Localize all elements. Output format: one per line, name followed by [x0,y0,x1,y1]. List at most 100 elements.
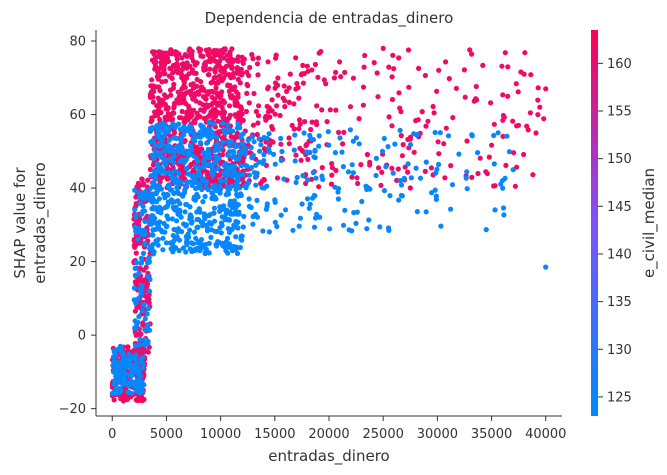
scatter-point [463,175,469,181]
x-axis-label: entradas_dinero [268,447,389,466]
scatter-point [231,149,237,155]
scatter-point [217,94,223,101]
scatter-point [174,234,180,240]
scatter-point [181,98,187,105]
scatter-point [327,226,333,232]
scatter-point [164,148,170,154]
scatter-point [135,370,141,376]
scatter-point [184,237,190,243]
scatter-point [309,119,315,125]
scatter-point [214,154,220,161]
scatter-point [157,204,163,210]
scatter-point [331,75,337,81]
scatter-point [299,147,305,154]
scatter-point [220,120,226,126]
scatter-point [184,53,190,60]
scatter-point [469,174,475,180]
scatter-point [483,227,489,233]
scatter-point [224,184,230,190]
scatter-point [182,209,188,215]
scatter-point [149,245,155,252]
scatter-point [155,236,161,243]
scatter-point [274,223,280,230]
scatter-point [209,94,215,100]
scatter-point [197,182,203,188]
scatter-point [239,70,245,76]
scatter-point [340,164,346,170]
scatter-point [131,347,137,354]
scatter-point [392,141,398,147]
scatter-point [188,127,194,133]
scatter-point [165,182,171,189]
scatter-point [281,83,287,89]
scatter-point [264,183,270,189]
scatter-point [232,144,238,150]
scatter-point [433,196,439,202]
scatter-point [543,264,549,270]
scatter-point [208,227,215,233]
scatter-point [337,59,343,65]
scatter-point [171,149,177,155]
scatter-point [162,195,168,201]
scatter-point [319,165,325,171]
scatter-point [270,151,277,157]
y-tick-label: 60 [69,108,86,123]
scatter-point [205,51,211,58]
scatter-point [157,49,163,55]
scatter-point [150,227,156,233]
scatter-point [347,127,353,133]
scatter-point [182,187,188,193]
scatter-point [224,235,231,241]
scatter-point [321,77,327,83]
scatter-point [176,153,182,159]
scatter-point [396,55,402,61]
scatter-point [153,185,159,191]
scatter-point [161,92,168,98]
scatter-point [342,207,348,213]
scatter-point [175,229,181,235]
scatter-point [407,185,413,191]
scatter-point [244,163,250,169]
scatter-point [165,58,172,64]
scatter-point [159,174,165,181]
scatter-point [190,81,196,87]
scatter-point [325,129,331,135]
scatter-point [249,51,255,58]
scatter-point [211,168,217,174]
scatter-point [211,205,218,211]
scatter-point [364,226,370,232]
scatter-point [245,180,251,186]
scatter-point [319,173,325,179]
scatter-point [187,114,194,120]
scatter-point [143,188,149,195]
scatter-point [236,150,242,156]
scatter-point [203,183,209,189]
scatter-point [240,131,246,137]
scatter-point [358,162,364,168]
scatter-point [255,113,262,119]
scatter-point [191,229,197,235]
scatter-point [157,129,163,135]
scatter-point [132,187,138,193]
scatter-point [469,132,475,138]
scatter-point [186,152,192,158]
scatter-point [398,109,404,115]
scatter-point [240,117,246,123]
scatter-point [200,102,206,108]
scatter-point [428,165,434,171]
scatter-point [448,206,454,212]
scatter-point [140,361,146,367]
scatter-point [397,127,403,133]
scatter-point [189,55,195,61]
scatter-point [448,163,454,169]
scatter-point [232,205,238,211]
scatter-point [301,71,307,77]
scatter-point [201,61,207,68]
scatter-point [132,318,138,324]
scatter-point [462,94,468,100]
scatter-point [223,178,229,184]
scatter-point [294,174,300,181]
scatter-point [174,178,180,185]
scatter-point [206,151,212,157]
colorbar-label: e_civil_median [640,168,659,278]
